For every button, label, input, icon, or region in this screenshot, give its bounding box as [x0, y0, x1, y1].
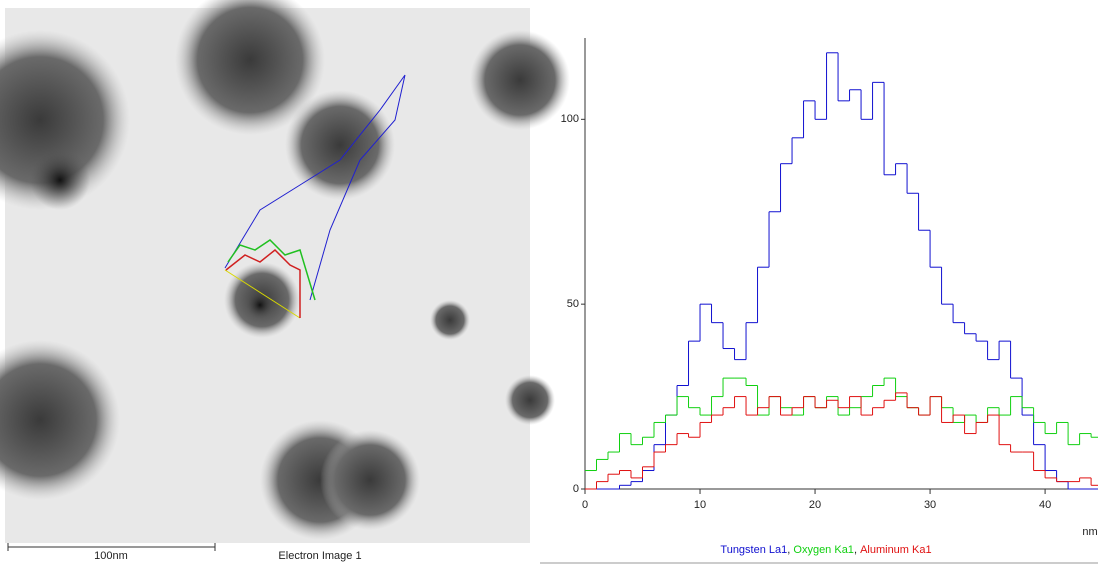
x-tick-label: 10	[694, 499, 706, 511]
series-line	[585, 392, 1098, 490]
electron-image	[0, 0, 570, 543]
y-tick-label: 100	[561, 113, 579, 125]
y-tick-label: 0	[573, 483, 579, 495]
x-tick-label: 30	[924, 499, 936, 511]
x-tick-label: 20	[809, 499, 821, 511]
legend-separator: ,	[854, 544, 857, 556]
x-tick-label: 40	[1039, 499, 1051, 511]
legend-entry: Tungsten La1	[720, 544, 787, 556]
legend-separator: ,	[787, 544, 790, 556]
series-line	[585, 377, 1098, 472]
image-caption: Electron Image 1	[278, 550, 361, 562]
x-axis-label: nm	[1082, 526, 1097, 538]
scale-bar-label: 100nm	[94, 550, 128, 562]
x-tick-label: 0	[582, 499, 588, 511]
y-tick-label: 50	[567, 298, 579, 310]
series-line	[585, 52, 1098, 490]
legend-entry: Aluminum Ka1	[860, 544, 932, 556]
legend-entry: Oxygen Ka1	[793, 544, 854, 556]
legend: Tungsten La1, Oxygen Ka1, Aluminum Ka1	[720, 544, 931, 556]
